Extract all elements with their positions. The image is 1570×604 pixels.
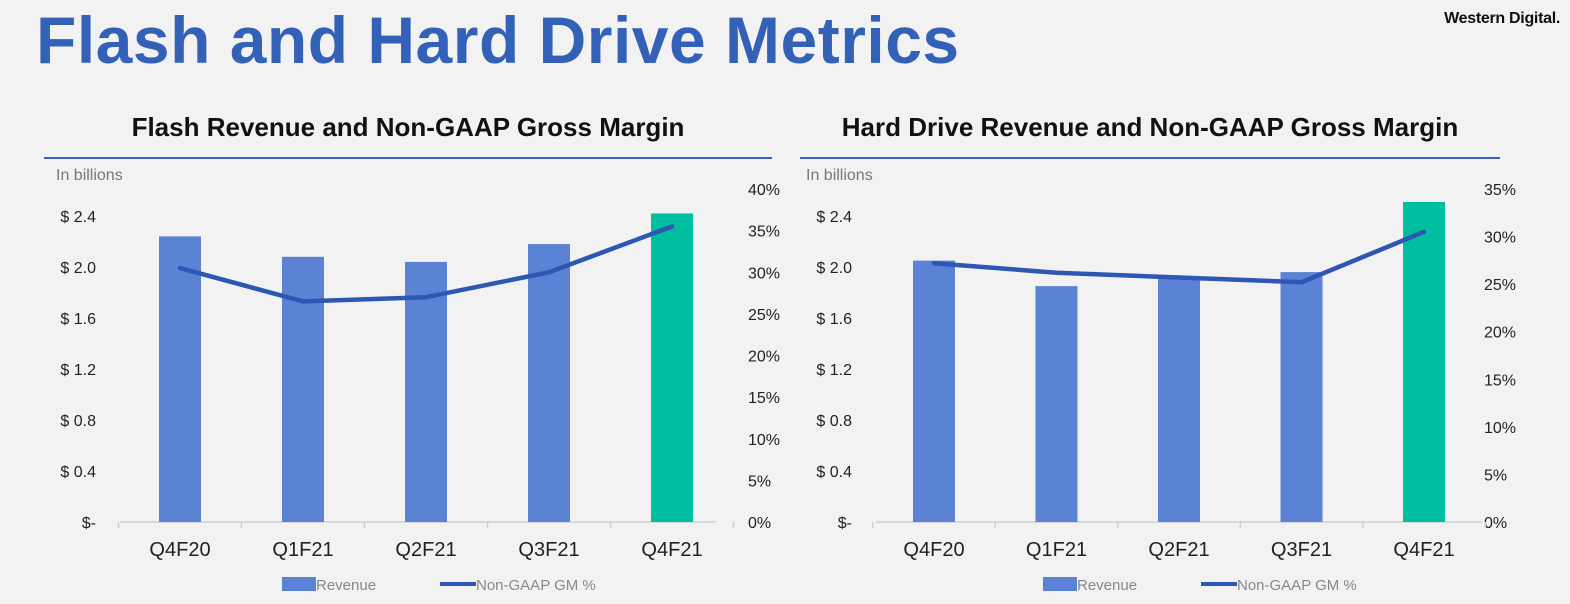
y-left-tick-label: $- <box>82 515 96 532</box>
revenue-bar <box>528 244 570 523</box>
y-right-tick-label: 40% <box>748 182 780 199</box>
y-right-tick-label: 20% <box>748 349 780 366</box>
y-left-tick-label: $ 1.2 <box>816 362 852 379</box>
legend-revenue-label: Revenue <box>1077 577 1137 594</box>
y-right-tick-label: 10% <box>748 432 780 449</box>
y-left-tick-label: $ 2.4 <box>60 209 96 226</box>
y-right-tick-label: 20% <box>1484 325 1516 342</box>
gross-margin-line <box>177 224 675 304</box>
hdd-revenue-chart: In billions $- $ 0.4 $ 0.8 $ 1.2 $ 1.6 $ 2.0 $ … <box>806 167 1516 594</box>
y-right-tick-label: 25% <box>748 307 780 324</box>
legend-revenue-label: Revenue <box>316 577 376 594</box>
y-right-tick-label: 30% <box>1484 230 1516 247</box>
y-right-tick-label: 15% <box>748 390 780 407</box>
y-right-tick-label: 5% <box>748 473 771 490</box>
legend-revenue-swatch <box>282 577 316 591</box>
y-left-tick-label: $ 1.6 <box>60 311 96 328</box>
legend-gm-label: Non-GAAP GM % <box>476 577 596 594</box>
unit-note: In billions <box>806 167 873 184</box>
x-tick-label: Q4F21 <box>641 539 702 561</box>
legend-revenue-swatch <box>1043 577 1077 591</box>
x-tick-label: Q2F21 <box>395 539 456 561</box>
y-left-tick-label: $ 1.6 <box>816 311 852 328</box>
gross-margin-line <box>931 229 1427 285</box>
y-left-tick-label: $ 2.4 <box>816 209 852 226</box>
y-right-tick-label: 35% <box>1484 182 1516 199</box>
y-left-tick-label: $- <box>838 515 852 532</box>
y-left-tick-label: $ 0.8 <box>816 413 852 430</box>
x-tick-label: Q2F21 <box>1148 539 1209 561</box>
hdd-chart-panel: Hard Drive Revenue and Non-GAAP Gross Ma… <box>800 112 1516 604</box>
revenue-bar <box>1035 286 1078 522</box>
revenue-bar <box>159 236 201 522</box>
x-tick-label: Q3F21 <box>1271 539 1332 561</box>
x-tick-label: Q4F20 <box>149 539 210 561</box>
y-left-tick-label: $ 0.8 <box>60 413 96 430</box>
western-digital-logo: Western Digital. <box>1444 10 1560 27</box>
legend-gm-label: Non-GAAP GM % <box>1237 577 1357 594</box>
revenue-bar <box>1403 201 1445 522</box>
y-right-tick-label: 30% <box>748 265 780 282</box>
x-tick-label: Q3F21 <box>518 539 579 561</box>
x-tick-label: Q1F21 <box>272 539 333 561</box>
title-divider <box>44 157 772 159</box>
y-right-tick-label: 15% <box>1484 372 1516 389</box>
y-right-tick-label: 0% <box>1484 515 1507 532</box>
y-left-tick-label: $ 0.4 <box>816 464 852 481</box>
x-tick-label: Q1F21 <box>1026 539 1087 561</box>
page-title: Flash and Hard Drive Metrics <box>36 3 960 77</box>
y-right-tick-label: 25% <box>1484 277 1516 294</box>
flash-revenue-chart: In billions $- $ 0.4 $ 0.8 $ 1.2 $ 1.6 $ 2.0 $ … <box>56 167 780 594</box>
flash-chart-panel: Flash Revenue and Non-GAAP Gross Margin … <box>44 112 780 604</box>
y-left-tick-label: $ 2.0 <box>60 260 96 277</box>
y-right-tick-label: 35% <box>748 224 780 241</box>
chart-title: Hard Drive Revenue and Non-GAAP Gross Ma… <box>841 112 1459 142</box>
x-tick-label: Q4F20 <box>903 539 964 561</box>
y-right-tick-label: 0% <box>748 515 771 532</box>
revenue-bar <box>1158 278 1200 522</box>
y-right-tick-label: 5% <box>1484 467 1507 484</box>
y-left-tick-label: $ 0.4 <box>60 464 96 481</box>
y-left-tick-label: $ 2.0 <box>816 260 852 277</box>
title-divider <box>800 157 1500 159</box>
revenue-bar <box>913 260 955 522</box>
chart-title: Flash Revenue and Non-GAAP Gross Margin <box>131 112 685 142</box>
unit-note: In billions <box>56 167 123 184</box>
revenue-bar <box>405 261 447 522</box>
revenue-bar <box>651 213 693 522</box>
revenue-bar <box>1280 272 1323 522</box>
y-right-tick-label: 10% <box>1484 420 1516 437</box>
y-left-tick-label: $ 1.2 <box>60 362 96 379</box>
x-tick-label: Q4F21 <box>1393 539 1454 561</box>
